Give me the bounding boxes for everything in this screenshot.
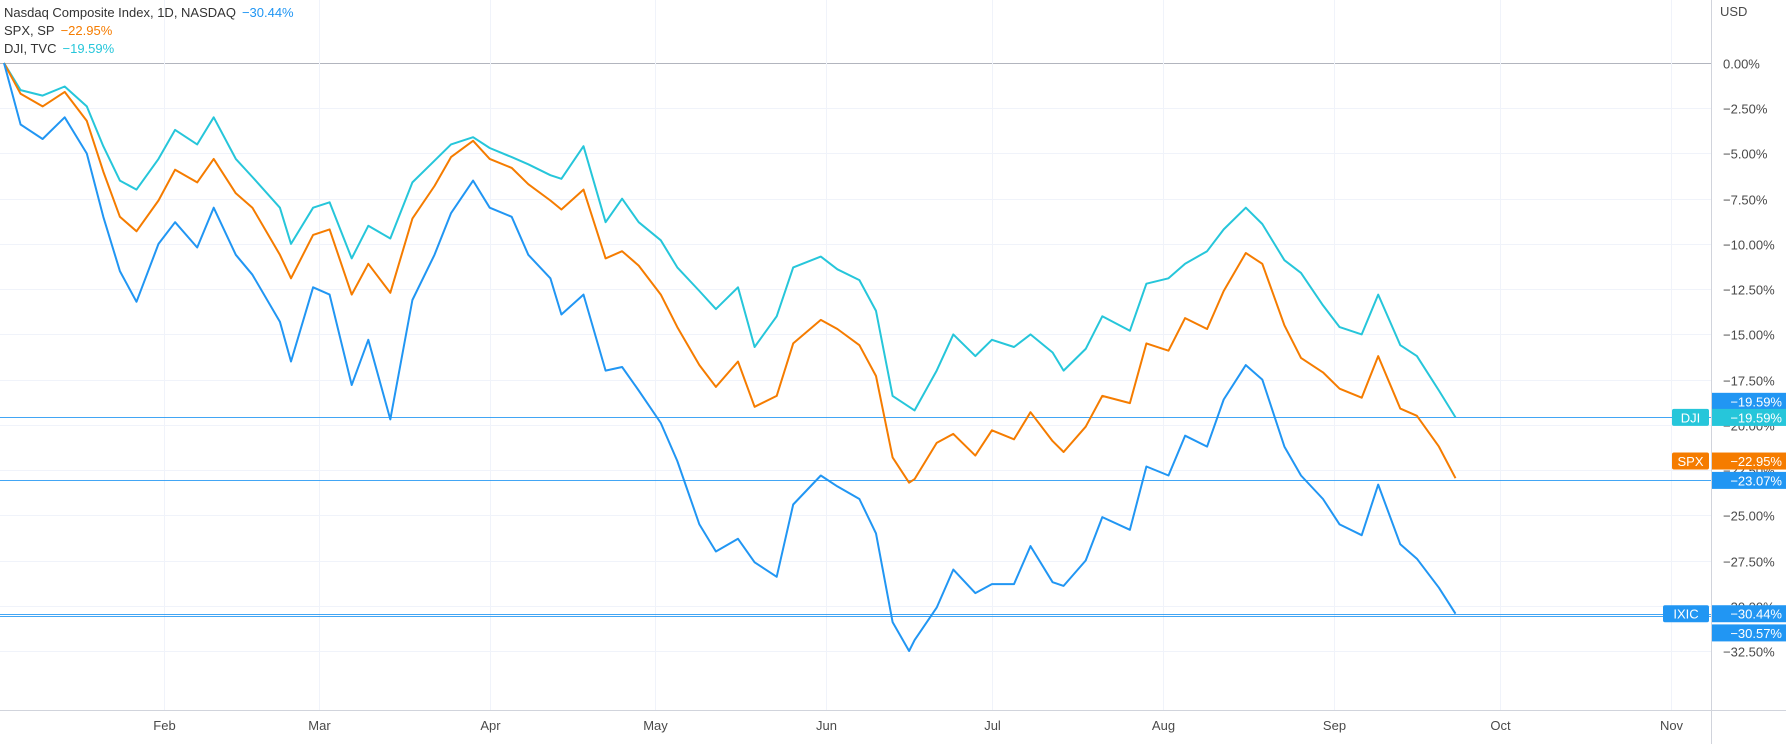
y-tick-label: −12.50%	[1723, 283, 1775, 298]
price-tag-value: −30.57%	[1730, 626, 1782, 641]
series-label-box	[1672, 408, 1709, 426]
x-tick-label: May	[643, 718, 668, 733]
y-tick-label: −25.00%	[1723, 509, 1775, 524]
series-line-spx	[3, 62, 1457, 484]
price-tag-box	[1712, 408, 1786, 426]
x-tick-label: Apr	[480, 718, 501, 733]
x-tick-label: Feb	[153, 718, 175, 733]
legend-dji[interactable]: DJI, TVC −19.59%	[4, 40, 294, 58]
y-tick-label: −2.50%	[1723, 102, 1768, 117]
price-lines	[0, 417, 1711, 617]
x-tick-label: Aug	[1152, 718, 1175, 733]
chart-grid	[0, 0, 1711, 710]
x-tick-label: Nov	[1660, 718, 1684, 733]
legend-spx-label: SPX, SP	[4, 23, 55, 38]
series-line-ixic	[3, 62, 1457, 652]
legend-ixic[interactable]: Nasdaq Composite Index, 1D, NASDAQ −30.44…	[4, 4, 294, 22]
series-label-box	[1663, 605, 1709, 623]
currency-label: USD	[1720, 4, 1747, 19]
x-tick-label: Mar	[308, 718, 331, 733]
price-tag-value: −19.59%	[1730, 410, 1782, 425]
y-tick-label: −15.00%	[1723, 328, 1775, 343]
series-label-spx: SPX	[1677, 454, 1703, 469]
price-tag-value: −22.95%	[1730, 454, 1782, 469]
y-tick-label: −7.50%	[1723, 193, 1768, 208]
legend-spx[interactable]: SPX, SP −22.95%	[4, 22, 294, 40]
legend-spx-value: −22.95%	[60, 23, 113, 38]
series-line-dji	[3, 62, 1457, 418]
x-tick-label: Oct	[1490, 718, 1511, 733]
price-tag-box	[1712, 452, 1786, 470]
price-tag-value: −23.07%	[1730, 473, 1782, 488]
series-label-dji: DJI	[1681, 410, 1701, 425]
price-tags: −19.59%−19.59% DJI −22.95% SPX −23.07% −30.44…	[1663, 392, 1786, 642]
y-tick-label: 0.00%	[1723, 57, 1760, 72]
legend-ixic-value: −30.44%	[241, 5, 294, 20]
legend-ixic-label: Nasdaq Composite Index, 1D, NASDAQ	[4, 5, 236, 20]
price-axis[interactable]: 0.00% −2.50% −5.00% −7.50% −10.00% −12.50% −15…	[1723, 57, 1775, 660]
price-tag-box	[1712, 624, 1786, 642]
x-tick-label: Jun	[816, 718, 837, 733]
y-tick-label: −17.50%	[1723, 374, 1775, 389]
y-tick-label: −27.50%	[1723, 555, 1775, 570]
y-tick-label: −10.00%	[1723, 238, 1775, 253]
y-tick-label: −32.50%	[1723, 645, 1775, 660]
legend-dji-value: −19.59%	[62, 41, 115, 56]
legend: Nasdaq Composite Index, 1D, NASDAQ −30.44…	[4, 4, 294, 58]
series-label-ixic: IXIC	[1673, 607, 1698, 622]
series-label-box	[1672, 452, 1709, 470]
legend-dji-label: DJI, TVC	[4, 41, 57, 56]
price-tag-box	[1712, 471, 1786, 489]
price-tag-value: −19.59%	[1730, 394, 1782, 409]
series-lines	[3, 62, 1457, 652]
price-tag-box	[1712, 605, 1786, 623]
price-tag-box	[1712, 392, 1786, 410]
y-tick-label: −5.00%	[1723, 147, 1768, 162]
time-axis[interactable]: Feb Mar Apr May Jun Jul Aug Sep Oct Nov	[153, 718, 1683, 733]
x-tick-label: Sep	[1323, 718, 1346, 733]
x-tick-label: Jul	[984, 718, 1001, 733]
price-tag-value: −30.44%	[1730, 607, 1782, 622]
